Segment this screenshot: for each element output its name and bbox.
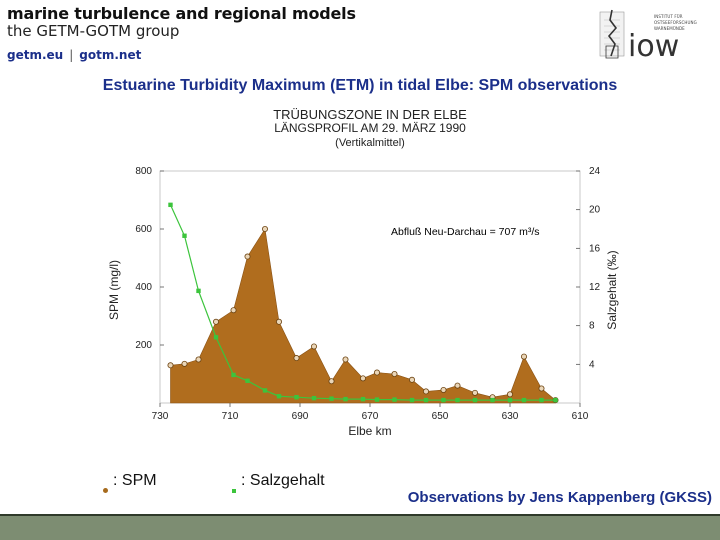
spm-point: [275, 318, 282, 325]
spm-point: [373, 369, 380, 376]
legend-spm-label: : SPM: [113, 472, 157, 489]
salzgehalt-point: [245, 378, 250, 383]
y2-tick-label: 20: [589, 205, 601, 216]
spm-point: [328, 378, 335, 385]
salzgehalt-point: [374, 397, 380, 402]
iow-small-line: INSTITUT FÜR: [654, 14, 683, 19]
salzgehalt-point: [472, 397, 478, 403]
footer-bar: [0, 514, 720, 540]
annotation-box: [388, 221, 566, 240]
y2-tick-label: 4: [589, 359, 595, 370]
x-tick-label: 690: [292, 411, 309, 422]
spm-point: [167, 362, 174, 369]
legend-spm: : SPM: [103, 472, 157, 493]
salzgehalt-point: [231, 372, 236, 378]
legend-salzgehalt: : Salzgehalt: [232, 472, 325, 493]
salzgehalt-point: [343, 396, 348, 402]
getm-link[interactable]: getm.eu: [7, 48, 64, 62]
spm-point: [408, 376, 415, 383]
spm-point: [212, 318, 219, 325]
spm-point: [422, 388, 429, 395]
y-axis-label: SPM (mg/l): [107, 260, 121, 320]
y-tick-label: 400: [135, 282, 152, 293]
salzgehalt-point: [455, 397, 460, 403]
spm-point: [195, 356, 202, 363]
iow-logo-text: iow: [628, 29, 679, 64]
iow-small-line: OSTSEEFORSCHUNG: [654, 20, 697, 25]
header-links: getm.eu | gotm.net: [7, 48, 141, 62]
salzgehalt-point: [168, 202, 173, 208]
spm-point: [359, 375, 366, 382]
legend-salzgehalt-label: : Salzgehalt: [241, 472, 325, 489]
spm-point: [293, 355, 300, 362]
salzgehalt-point: [441, 397, 446, 403]
spm-point: [521, 353, 528, 360]
chart-subtitle: LÄNGSPROFIL AM 29. MÄRZ 1990: [274, 121, 466, 135]
spm-point: [454, 382, 461, 389]
x-tick-label: 630: [502, 411, 519, 422]
observations-credit: Observations by Jens Kappenberg (GKSS): [407, 489, 712, 506]
gotm-link[interactable]: gotm.net: [79, 48, 142, 62]
y2-tick-label: 24: [589, 166, 601, 177]
y2-tick-label: 16: [589, 243, 601, 254]
salzgehalt-point: [553, 397, 558, 403]
spm-point: [244, 253, 251, 260]
y-tick-label: 800: [135, 166, 152, 177]
spm-point: [181, 360, 188, 367]
salzgehalt-point: [262, 388, 268, 393]
salzgehalt-point: [360, 396, 366, 402]
salzgehalt-point: [392, 397, 397, 402]
spm-marker-icon: [103, 488, 108, 493]
spm-point: [538, 385, 545, 392]
page-header: marine turbulence and regional models th…: [0, 0, 720, 68]
salzgehalt-point: [311, 395, 317, 401]
spm-point: [471, 389, 478, 396]
salzgehalt-point: [182, 233, 187, 238]
salzgehalt-marker-icon: [232, 489, 236, 493]
spm-point: [230, 307, 237, 314]
salzgehalt-point: [507, 397, 513, 403]
salzgehalt-point: [213, 335, 219, 340]
x-tick-label: 650: [432, 411, 449, 422]
x-tick-label: 670: [362, 411, 379, 422]
salzgehalt-point: [329, 396, 334, 401]
discharge-annotation: Abfluß Neu-Darchau = 707 m³/s: [391, 226, 540, 238]
chart-subtitle-2: (Vertikalmittel): [335, 137, 405, 149]
salzgehalt-point: [539, 397, 544, 403]
y2-tick-label: 8: [589, 321, 595, 332]
x-axis-label: Elbe km: [348, 424, 391, 438]
x-tick-label: 730: [152, 411, 169, 422]
spm-point: [261, 225, 268, 232]
y2-tick-label: 12: [589, 282, 601, 293]
y-tick-label: 200: [135, 340, 152, 351]
salzgehalt-point: [490, 397, 495, 403]
spm-point: [310, 343, 317, 350]
y2-axis-label: Salzgehalt (‰): [605, 250, 619, 329]
iow-small-line: WARNEMÜNDE: [654, 26, 685, 31]
salzgehalt-point: [294, 395, 299, 400]
salzgehalt-point: [423, 397, 429, 403]
spm-area: [170, 228, 556, 404]
x-tick-label: 610: [572, 411, 589, 422]
spm-point: [506, 391, 513, 398]
salzgehalt-point: [276, 394, 282, 399]
brand-subtitle: the GETM-GOTM group: [7, 22, 180, 40]
spm-point: [342, 356, 349, 363]
salzgehalt-point: [409, 397, 415, 403]
iow-logo: iow INSTITUT FÜR OSTSEEFORSCHUNG WARNEMÜ…: [598, 6, 716, 64]
x-tick-label: 710: [222, 411, 239, 422]
link-separator: |: [69, 48, 74, 62]
spm-point: [440, 386, 447, 393]
y-tick-label: 600: [135, 224, 152, 235]
iow-logo-graphic: iow: [599, 9, 679, 64]
salzgehalt-point: [521, 397, 527, 403]
spm-point: [391, 370, 398, 377]
brand-title: marine turbulence and regional models: [7, 4, 356, 23]
page-title: Estuarine Turbidity Maximum (ETM) in tid…: [102, 77, 618, 94]
salzgehalt-point: [196, 288, 201, 294]
chart-title: TRÜBUNGSZONE IN DER ELBE: [273, 107, 467, 122]
